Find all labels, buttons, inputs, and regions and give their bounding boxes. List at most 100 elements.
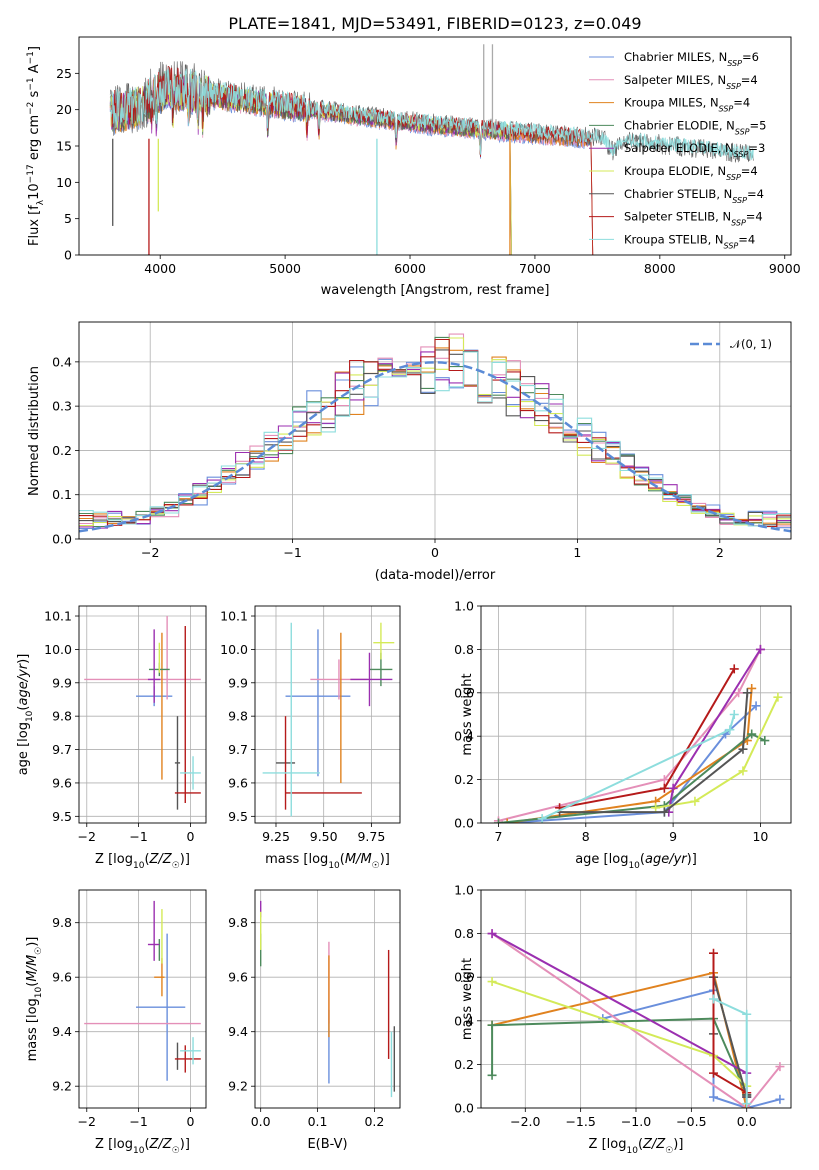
- x-tick-label: 9.75: [357, 829, 385, 844]
- weight-marker: [493, 818, 503, 823]
- plot-area: [259, 900, 396, 1098]
- y-axis-label: mass weight: [460, 673, 475, 755]
- weight-series: [664, 644, 765, 817]
- mass-age-panel: 9.25 9.50 9.75 9.5 9.6 9.7 9.8 9.9 10.0 10.1 mass …: [220, 605, 401, 871]
- plot-area: [79, 333, 791, 533]
- x-axis-label: E(B-V): [307, 1137, 347, 1152]
- x-axis-label: Z [log10(Z/Z☉)]: [95, 852, 190, 871]
- spectrum-series: [110, 67, 754, 161]
- weight-marker: [775, 1062, 785, 1072]
- y-tick-label: 9.4: [52, 1024, 72, 1039]
- x-tick-label: 10: [752, 829, 768, 844]
- y-tick-label: 1.0: [454, 883, 474, 898]
- y-tick-label: 15: [56, 139, 72, 154]
- weight-marker: [738, 766, 748, 776]
- plot-area: [493, 644, 783, 823]
- errorbar-point: [174, 716, 181, 810]
- legend-label: Chabrier ELODIE, NSSP=5: [624, 118, 766, 136]
- spectrum-panel: 4000 5000 6000 7000 8000 9000 0 5 10 15 20 25 wavele…: [26, 36, 801, 298]
- y-tick-label: 0.1: [52, 487, 72, 502]
- ebv-mass-panel: 0.0 0.1 0.2 9.2 9.4 9.6 9.8 E(B-V): [228, 889, 401, 1152]
- y-tick-label: 9.9: [52, 675, 72, 690]
- y-tick-label: 10.0: [44, 642, 72, 657]
- plot-area: [84, 900, 201, 1081]
- y-tick-label: 9.7: [228, 742, 248, 757]
- x-tick-label: 0.1: [308, 1114, 328, 1129]
- weight-marker: [709, 948, 718, 958]
- weight-series: [502, 683, 757, 823]
- x-tick-label: 6000: [394, 261, 426, 276]
- x-tick-label: 0.0: [251, 1114, 271, 1129]
- x-tick-label: 9: [669, 829, 677, 844]
- x-tick-label: 7000: [519, 261, 551, 276]
- weight-series: [555, 688, 752, 817]
- y-tick-label: 0.3: [52, 399, 72, 414]
- axes-frame: [254, 889, 401, 1109]
- x-tick-label: 4000: [144, 261, 176, 276]
- y-tick-label: 0.4: [52, 354, 72, 369]
- y-tick-label: 10.1: [220, 609, 248, 624]
- errorbar-point: [180, 1037, 201, 1065]
- weight-marker: [487, 1070, 497, 1080]
- grid: [255, 890, 400, 1108]
- y-tick-label: 25: [56, 66, 72, 81]
- y-tick-label: 0.0: [454, 816, 474, 831]
- weight-marker: [502, 818, 512, 823]
- weight-marker: [742, 1099, 752, 1108]
- weight-marker: [729, 664, 739, 674]
- errorbar-point: [373, 622, 395, 660]
- weight-marker: [487, 929, 497, 939]
- weight-marker: [738, 744, 748, 754]
- x-axis-label: mass [log10(M/M☉)]: [265, 852, 390, 871]
- x-tick-label: 1: [573, 545, 581, 560]
- legend-label: Kroupa ELODIE, NSSP=4: [624, 164, 758, 182]
- residuals-panel: −2 −1 0 1 2 0.0 0.1 0.2 0.3 0.4 (data-model)/error…: [27, 321, 792, 583]
- x-tick-label: 9.25: [262, 829, 290, 844]
- weight-marker: [659, 783, 669, 793]
- y-axis-label: mass weight: [460, 958, 475, 1040]
- x-tick-label: −1.0: [621, 1114, 651, 1129]
- y-tick-label: 9.6: [52, 775, 72, 790]
- y-tick-label: 0.6: [454, 685, 474, 700]
- x-axis-label: Z [log10(Z/Z☉)]: [95, 1137, 190, 1156]
- legend-label: Kroupa STELIB, NSSP=4: [624, 232, 755, 250]
- x-axis-label: Z [log10(Z/Z☉)]: [589, 1137, 684, 1156]
- y-tick-label: 9.2: [52, 1079, 72, 1094]
- x-tick-label: 9000: [769, 261, 801, 276]
- x-tick-label: 5000: [269, 261, 301, 276]
- x-tick-label: −1: [129, 829, 147, 844]
- errorbar-point: [136, 933, 186, 1081]
- x-tick-label: 8: [582, 829, 590, 844]
- weight-line: [655, 696, 779, 809]
- y-tick-label: 10: [56, 175, 72, 190]
- axes-frame: [78, 36, 792, 256]
- weight-marker: [747, 729, 757, 739]
- plot-area: [487, 929, 785, 1108]
- weight-series: [555, 664, 739, 813]
- legend-label: Chabrier MILES, NSSP=6: [624, 50, 759, 68]
- y-tick-label: 1.0: [454, 599, 474, 614]
- weight-line: [712, 976, 748, 1098]
- weight-line: [491, 932, 781, 1108]
- errorbar-point: [350, 652, 393, 707]
- weight-marker: [709, 994, 718, 1004]
- y-tick-label: 0.8: [454, 926, 474, 941]
- x-tick-label: −2: [141, 545, 159, 560]
- weight-marker: [690, 796, 700, 806]
- y-tick-label: 9.9: [228, 675, 248, 690]
- weight-series: [709, 994, 752, 1108]
- y-tick-label: 10.1: [44, 609, 72, 624]
- grid: [481, 889, 791, 1109]
- x-axis-label: (data-model)/error: [375, 568, 496, 583]
- weight-marker: [725, 725, 735, 735]
- errorbar-point: [147, 900, 160, 961]
- weight-marker: [487, 1020, 497, 1030]
- legend-label: Chabrier STELIB, NSSP=4: [624, 187, 764, 205]
- axes-frame: [254, 605, 401, 824]
- y-tick-label: 9.5: [228, 809, 248, 824]
- errorbar-point: [284, 716, 362, 810]
- y-axis-label: mass [log10(M/M☉)]: [25, 937, 44, 1062]
- grid: [79, 890, 206, 1108]
- plot-area: [262, 622, 395, 817]
